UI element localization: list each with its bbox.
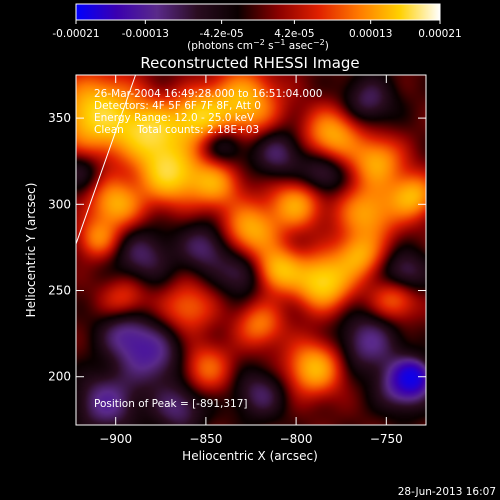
colorbar: -0.00021 -0.00013 -4.2e-05 4.2e-05 0.00013 0.…	[52, 3, 462, 52]
colorbar-unit-label: (photons cm−2 s−1 asec−2)	[187, 38, 329, 52]
x-tick-label-3: −750	[370, 432, 403, 446]
info-time-range: 26-Mar-2004 16:49:28.000 to 16:51:04.000	[94, 88, 322, 100]
plot-area: −900 −850 −800 −750 200 250 300 350	[48, 74, 427, 446]
colorbar-tick-label-2: -4.2e-05	[200, 28, 244, 40]
y-tick-label-0: 200	[48, 370, 71, 384]
y-axis-label: Heliocentric Y (arcsec)	[24, 183, 38, 318]
render-timestamp: 28-Jun-2013 16:07	[398, 486, 496, 498]
x-tick-label-2: −800	[280, 432, 313, 446]
colorbar-ticks	[75, 20, 441, 24]
plot-frame	[75, 74, 427, 426]
x-axis-ticks: −900 −850 −800 −750	[99, 75, 403, 446]
peak-position-label: Position of Peak = [-891,317]	[94, 398, 248, 410]
colorbar-bar	[75, 3, 441, 21]
y-tick-label-3: 350	[48, 111, 71, 125]
chart-title: Reconstructed RHESSI Image	[140, 54, 359, 72]
info-energy-range: Energy Range: 12.0 - 25.0 keV	[94, 112, 255, 124]
y-tick-label-2: 300	[48, 197, 71, 211]
observation-info: 26-Mar-2004 16:49:28.000 to 16:51:04.000…	[94, 88, 322, 136]
colorbar-tick-label-1: -0.00013	[122, 28, 169, 40]
x-tick-label-1: −850	[189, 432, 222, 446]
colorbar-tick-label-3: 4.2e-05	[274, 28, 314, 40]
y-tick-label-1: 250	[48, 284, 71, 298]
colorbar-tick-labels: -0.00021 -0.00013 -4.2e-05 4.2e-05 0.00013 0.…	[52, 28, 461, 40]
solar-limb-line	[75, 74, 137, 245]
x-tick-label-0: −900	[99, 432, 132, 446]
x-axis-label: Heliocentric X (arcsec)	[182, 449, 318, 463]
colorbar-tick-label-5: 0.00021	[418, 28, 461, 40]
colorbar-tick-label-4: 0.00013	[349, 28, 392, 40]
colorbar-tick-label-0: -0.00021	[52, 28, 99, 40]
y-axis-ticks: 200 250 300 350	[48, 111, 426, 384]
info-detectors: Detectors: 4F 5F 6F 7F 8F, Att 0	[94, 100, 261, 112]
heatmap-image	[76, 75, 426, 425]
info-clean-counts: Clean Total counts: 2.18E+03	[94, 124, 259, 136]
